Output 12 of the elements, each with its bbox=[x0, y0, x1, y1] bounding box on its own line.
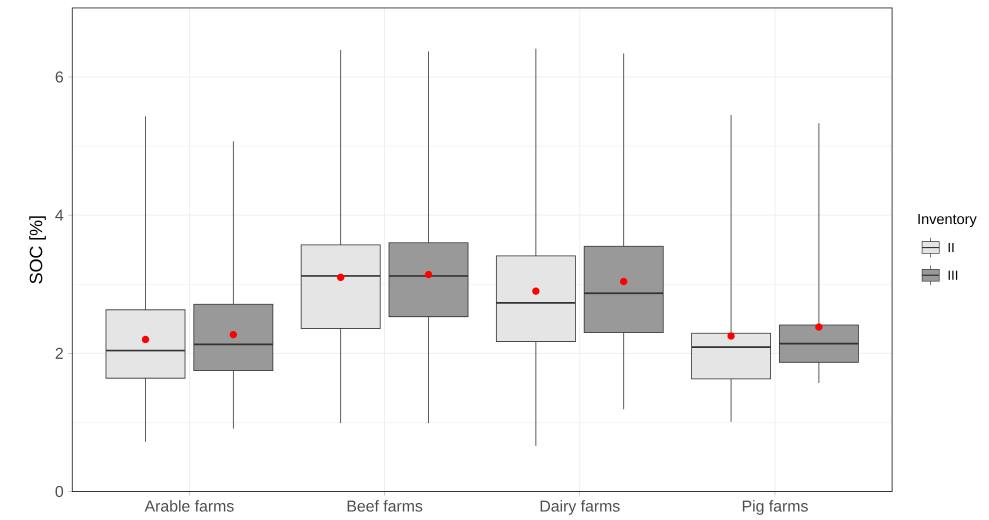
x-tick-label: Beef farms bbox=[348, 500, 422, 512]
legend-label: III bbox=[948, 270, 958, 280]
x-tick-label: Pig farms bbox=[742, 500, 808, 515]
y-tick-label: 4 bbox=[55, 210, 64, 221]
x-tick-label: Dairy farms bbox=[540, 500, 620, 515]
legend-title: Inventory bbox=[918, 214, 977, 227]
y-axis-title: SOC [%] bbox=[29, 216, 46, 284]
y-tick-label: 2 bbox=[56, 348, 63, 359]
y-tick-label: 0 bbox=[56, 486, 64, 497]
x-tick-label: Arable farms bbox=[144, 500, 234, 512]
legend-label: II bbox=[948, 242, 954, 252]
y-tick-label: 6 bbox=[56, 71, 63, 83]
